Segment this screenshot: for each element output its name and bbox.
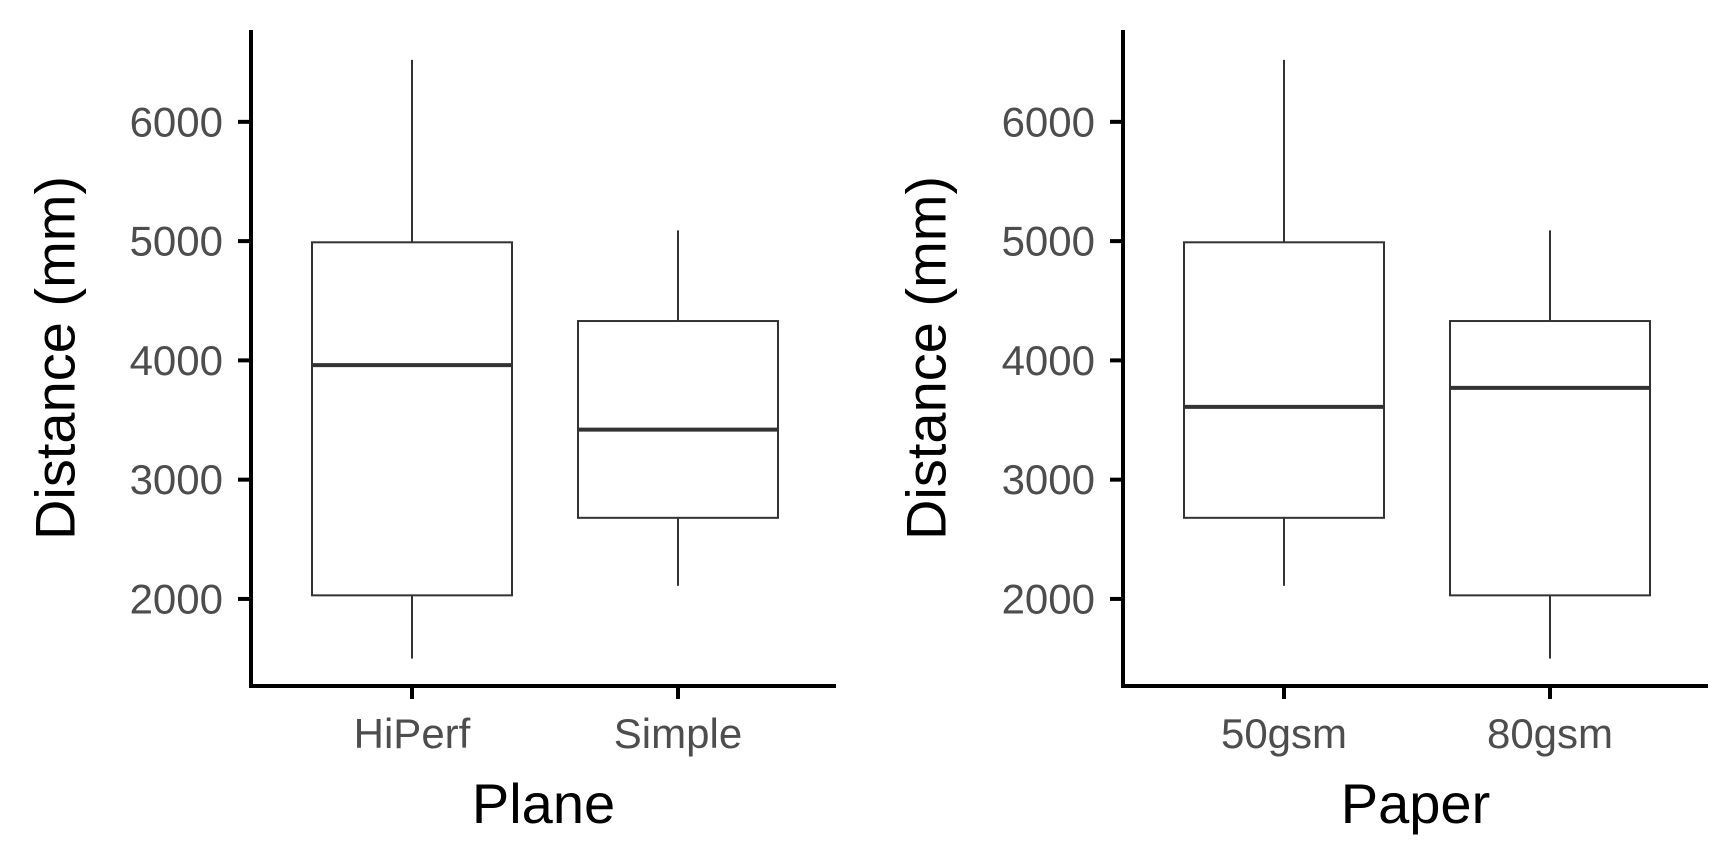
x-tick-label-simple: Simple (614, 710, 742, 757)
box-simple (577, 320, 779, 519)
y-tick-label-2000: 2000 (1002, 575, 1095, 622)
y-axis-title: Distance (mm) (895, 176, 958, 540)
y-tick-label-4000: 4000 (130, 337, 223, 384)
right-panel-paper: 2000 3000 4000 5000 6000 50gsm 80gsm Paper Dista… (895, 30, 1708, 835)
y-tick-label-6000: 6000 (130, 98, 223, 145)
x-tick-label-50gsm: 50gsm (1221, 710, 1347, 757)
y-tick-label-5000: 5000 (1002, 218, 1095, 265)
y-axis-title: Distance (mm) (24, 176, 87, 540)
x-axis-title: Plane (472, 772, 615, 835)
left-panel-plane: 2000 3000 4000 5000 6000 HiPerf Simple Plane Dis… (24, 30, 836, 835)
x-tick-label-hiperf: HiPerf (354, 710, 471, 757)
y-tick-label-2000: 2000 (130, 575, 223, 622)
y-tick-label-3000: 3000 (1002, 456, 1095, 503)
y-tick-label-3000: 3000 (130, 456, 223, 503)
box-50gsm (1183, 241, 1385, 519)
y-tick-label-5000: 5000 (130, 218, 223, 265)
y-tick-label-4000: 4000 (1002, 337, 1095, 384)
x-tick-label-80gsm: 80gsm (1487, 710, 1613, 757)
y-tick-label-6000: 6000 (1002, 98, 1095, 145)
box-hiperf (311, 241, 513, 597)
x-axis-title: Paper (1341, 772, 1490, 835)
box-80gsm (1449, 320, 1651, 597)
